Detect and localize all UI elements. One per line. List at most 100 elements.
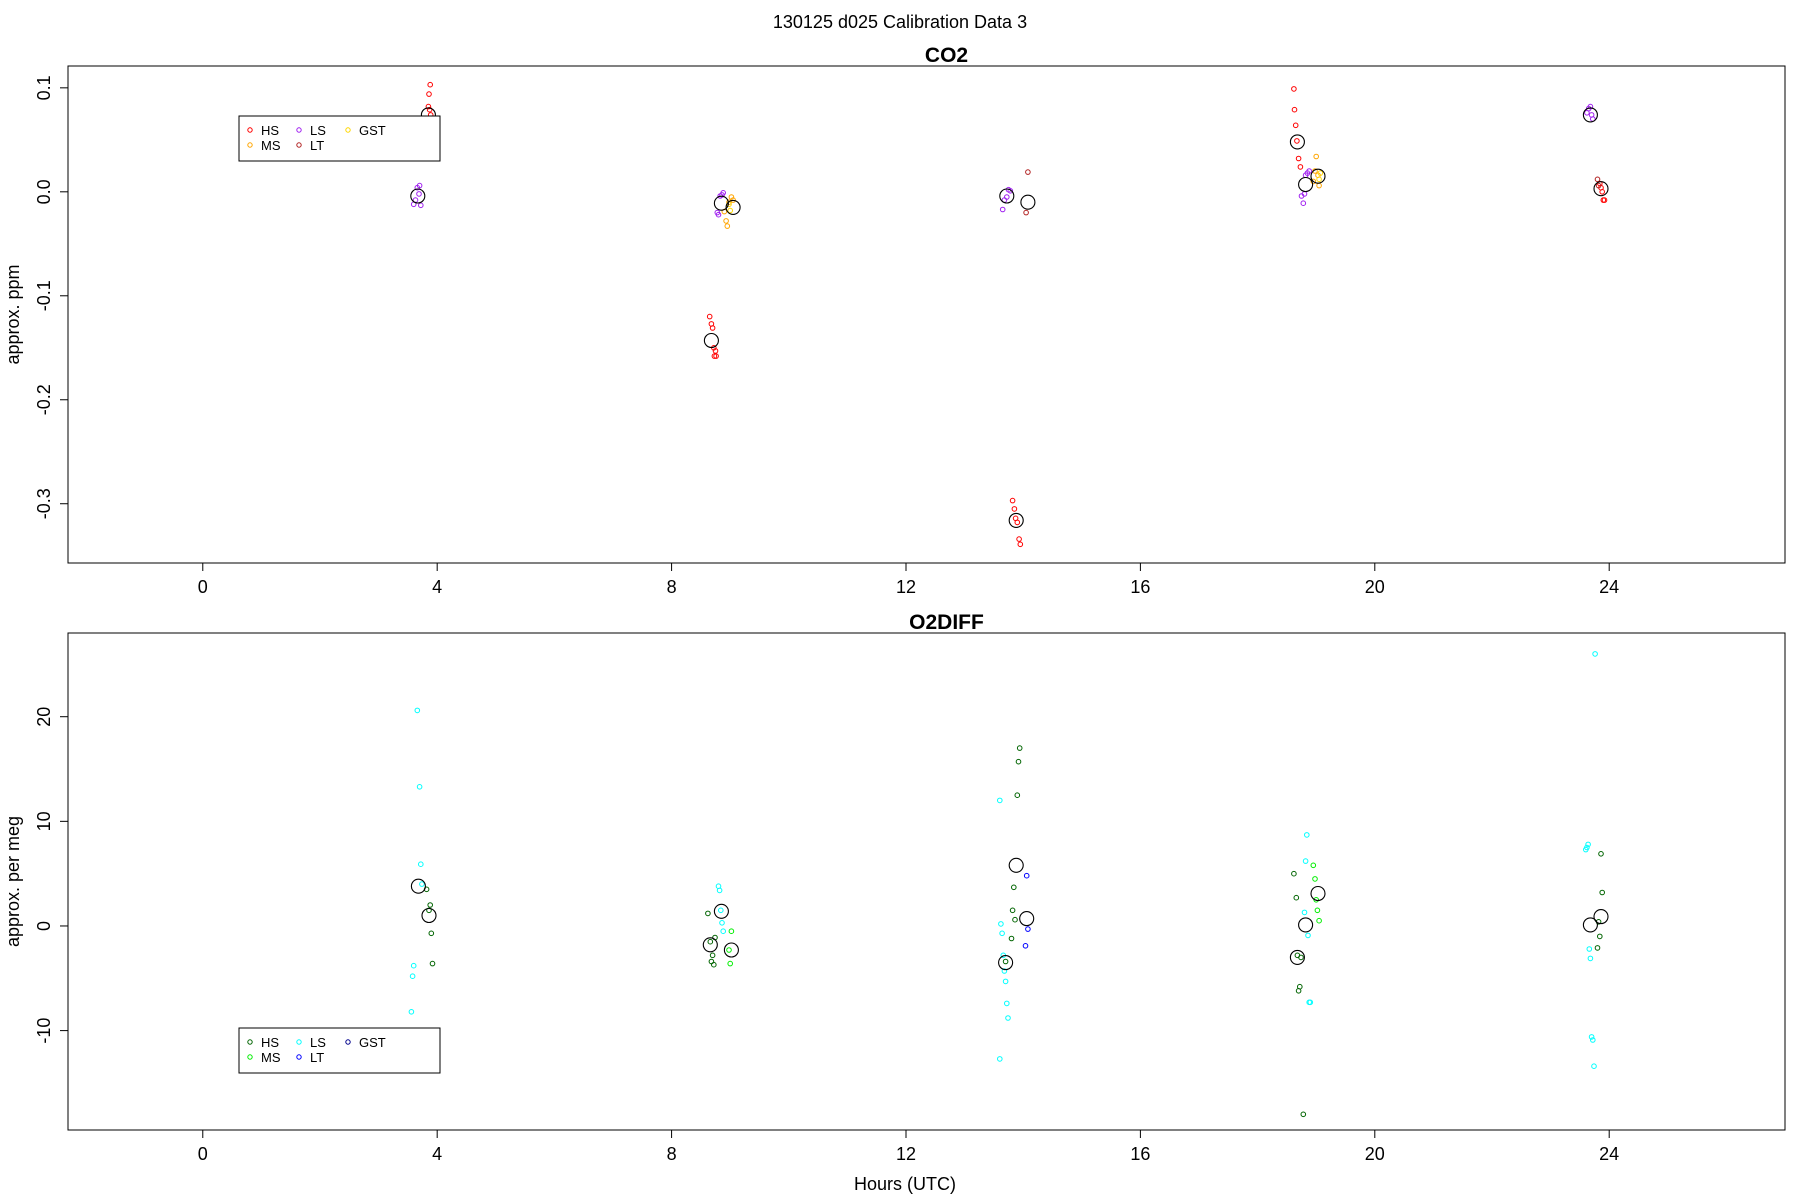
- series-hs: [425, 81, 1608, 548]
- data-point: [1008, 857, 1024, 873]
- data-point: [1595, 182, 1602, 189]
- data-point: [1304, 832, 1310, 838]
- data-point: [1310, 862, 1317, 869]
- data-point: [1016, 745, 1023, 751]
- x-axis: 0 4 8 12 16 20 24: [198, 1129, 1619, 1164]
- series-gst: [726, 170, 1324, 214]
- data-point: [1585, 841, 1591, 848]
- legend-label: GST: [359, 1035, 386, 1050]
- data-point: [1012, 916, 1018, 923]
- data-point: [1316, 182, 1322, 189]
- data-point: [1599, 189, 1605, 195]
- data-point: [1008, 935, 1015, 942]
- data-point: [999, 188, 1015, 204]
- data-point: [727, 207, 734, 214]
- data-point: [1004, 194, 1010, 200]
- data-point: [1002, 958, 1009, 965]
- data-point: [1297, 983, 1303, 990]
- data-point: [1017, 541, 1024, 548]
- data-point: [999, 930, 1005, 937]
- data-point: [1007, 188, 1014, 194]
- data-point: [427, 81, 434, 88]
- data-point: [1305, 932, 1311, 939]
- data-point: [702, 937, 718, 953]
- figure-suptitle: 130125 d025 Calibration Data 3: [773, 12, 1027, 32]
- data-point: [1298, 176, 1314, 193]
- legend-item-lt: LT: [296, 138, 324, 153]
- x-tick-label: 4: [432, 577, 442, 597]
- legend-item-gst: GST: [345, 1035, 386, 1050]
- data-point: [703, 332, 719, 349]
- data-point: [416, 784, 423, 790]
- data-point: [429, 960, 436, 967]
- data-point: [715, 211, 722, 218]
- data-point: [1295, 155, 1302, 162]
- data-point: [998, 921, 1004, 927]
- x-axis: 0 4 8 12 16 20 24: [198, 562, 1619, 597]
- data-point: [1592, 651, 1598, 657]
- data-point: [427, 902, 434, 908]
- data-point: [1591, 1063, 1597, 1069]
- y-tick-label: 20: [34, 707, 54, 727]
- data-point: [409, 973, 416, 980]
- data-point: [1023, 872, 1030, 879]
- data-point: [718, 907, 724, 914]
- series-ms: [721, 153, 1322, 229]
- legend-label: LT: [310, 1050, 324, 1065]
- data-point: [720, 928, 727, 935]
- data-point: [1601, 197, 1608, 203]
- panel-title: O2DIFF: [909, 611, 984, 634]
- legend-item-gst: GST: [345, 123, 386, 138]
- data-point: [1291, 106, 1298, 113]
- data-point: [1298, 917, 1314, 933]
- data-point: [725, 199, 741, 215]
- series-ls: [408, 651, 1598, 1069]
- data-point: [998, 955, 1014, 971]
- data-point: [416, 191, 422, 197]
- data-point: [708, 958, 715, 965]
- legend-item-ms: MS: [247, 138, 281, 153]
- x-tick-label: 8: [667, 577, 677, 597]
- data-point: [706, 313, 713, 320]
- x-tick-label: 0: [198, 577, 208, 597]
- legend-marker: [247, 1039, 253, 1045]
- data-point: [416, 182, 423, 189]
- series-hs: [423, 745, 1605, 1118]
- legend-label: LT: [310, 138, 324, 153]
- y-tick-label: -10: [34, 1018, 54, 1044]
- data-point: [1025, 926, 1031, 932]
- data-point: [1014, 792, 1021, 799]
- data-point: [1004, 1000, 1010, 1007]
- data-point: [1317, 170, 1324, 176]
- data-point: [723, 218, 729, 224]
- legend-box: [238, 115, 441, 162]
- data-point: [723, 942, 739, 958]
- data-point: [1291, 86, 1297, 92]
- data-point: [1016, 536, 1022, 542]
- data-point: [1310, 168, 1326, 184]
- data-point: [712, 348, 719, 354]
- data-point: [1310, 178, 1317, 185]
- data-point: [1289, 949, 1305, 965]
- data-point: [428, 930, 435, 937]
- data-point: [709, 952, 716, 959]
- y-tick-label: 10: [34, 811, 54, 831]
- data-point: [1291, 870, 1297, 877]
- data-point: [1002, 978, 1009, 985]
- figure-xlabel: Hours (UTC): [854, 1174, 956, 1194]
- data-point: [1316, 176, 1322, 183]
- data-point: [713, 195, 729, 211]
- data-point: [1593, 181, 1609, 197]
- data-point: [1011, 884, 1017, 891]
- legend-item-lt: LT: [296, 1050, 324, 1065]
- x-tick-label: 20: [1365, 1144, 1385, 1164]
- data-point: [1301, 909, 1308, 916]
- series-mean: [410, 857, 1609, 971]
- data-point: [418, 202, 424, 209]
- legend-marker: [247, 142, 253, 148]
- x-tick-label: 24: [1599, 577, 1619, 597]
- data-point: [1314, 907, 1321, 914]
- data-point: [726, 947, 732, 953]
- data-point: [724, 223, 731, 229]
